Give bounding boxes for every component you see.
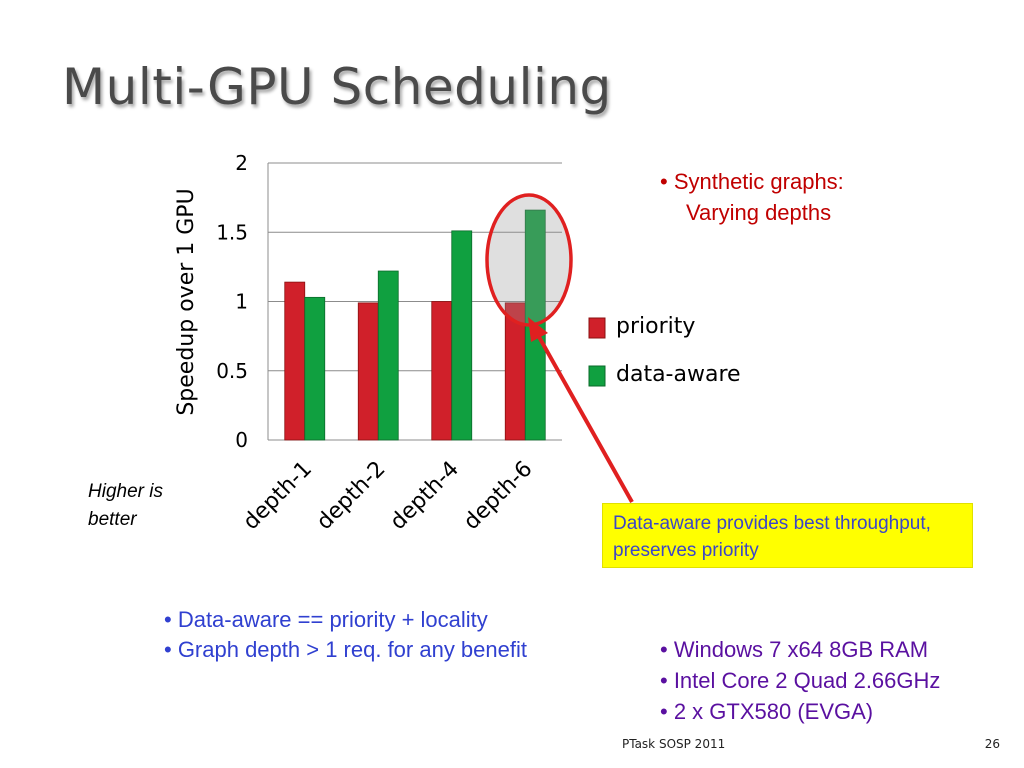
- varying-depths-line: Varying depths: [686, 200, 832, 225]
- callout-arrow-line: [532, 327, 634, 503]
- higher-is-better-note: Higher is better: [88, 481, 163, 530]
- summary-bullet: • Graph depth > 1 req. for any benefit: [164, 637, 527, 662]
- footer-text: PTask SOSP 2011: [622, 737, 726, 751]
- hardware-bullets: • Windows 7 x64 8GB RAM • Intel Core 2 Q…: [660, 634, 940, 727]
- hardware-bullet: • Windows 7 x64 8GB RAM: [660, 637, 929, 662]
- bar-data-aware-depth-2: [377, 270, 399, 441]
- y-axis-ticks: 0 0.5 1 1.5 2: [216, 151, 248, 452]
- y-tick-label: 0: [235, 428, 248, 452]
- hardware-bullet: • 2 x GTX580 (EVGA): [660, 699, 874, 724]
- legend-label-priority: priority: [616, 314, 695, 339]
- summary-bullets: • Data-aware == priority + locality • Gr…: [164, 605, 527, 665]
- page-number: 26: [984, 737, 1000, 751]
- slide-title: Multi-GPU Scheduling: [62, 58, 612, 116]
- bar-data-aware-depth-1: [304, 296, 326, 441]
- data-aware-callout: Data-aware provides best throughput, pre…: [602, 503, 973, 568]
- synthetic-graphs-line: • Synthetic graphs:: [660, 169, 844, 194]
- summary-bullet: • Data-aware == priority + locality: [164, 607, 488, 632]
- callout-arrowhead: [528, 317, 548, 342]
- y-axis-label: Speedup over 1 GPU: [174, 188, 199, 415]
- y-tick-label: 1: [235, 290, 248, 314]
- chart-legend: priority data-aware: [588, 314, 741, 387]
- legend-swatch-data-aware: [588, 365, 606, 387]
- y-tick-label: 2: [235, 151, 248, 175]
- legend-label-data-aware: data-aware: [616, 362, 741, 387]
- highlight-ellipse: [485, 193, 573, 327]
- y-tick-label: 0.5: [216, 359, 248, 383]
- y-tick-label: 1.5: [216, 220, 248, 244]
- hardware-bullet: • Intel Core 2 Quad 2.66GHz: [660, 668, 941, 693]
- synthetic-graphs-note: • Synthetic graphs: Varying depths: [660, 166, 844, 228]
- legend-swatch-priority: [588, 317, 606, 339]
- bar-data-aware-depth-4: [451, 230, 473, 441]
